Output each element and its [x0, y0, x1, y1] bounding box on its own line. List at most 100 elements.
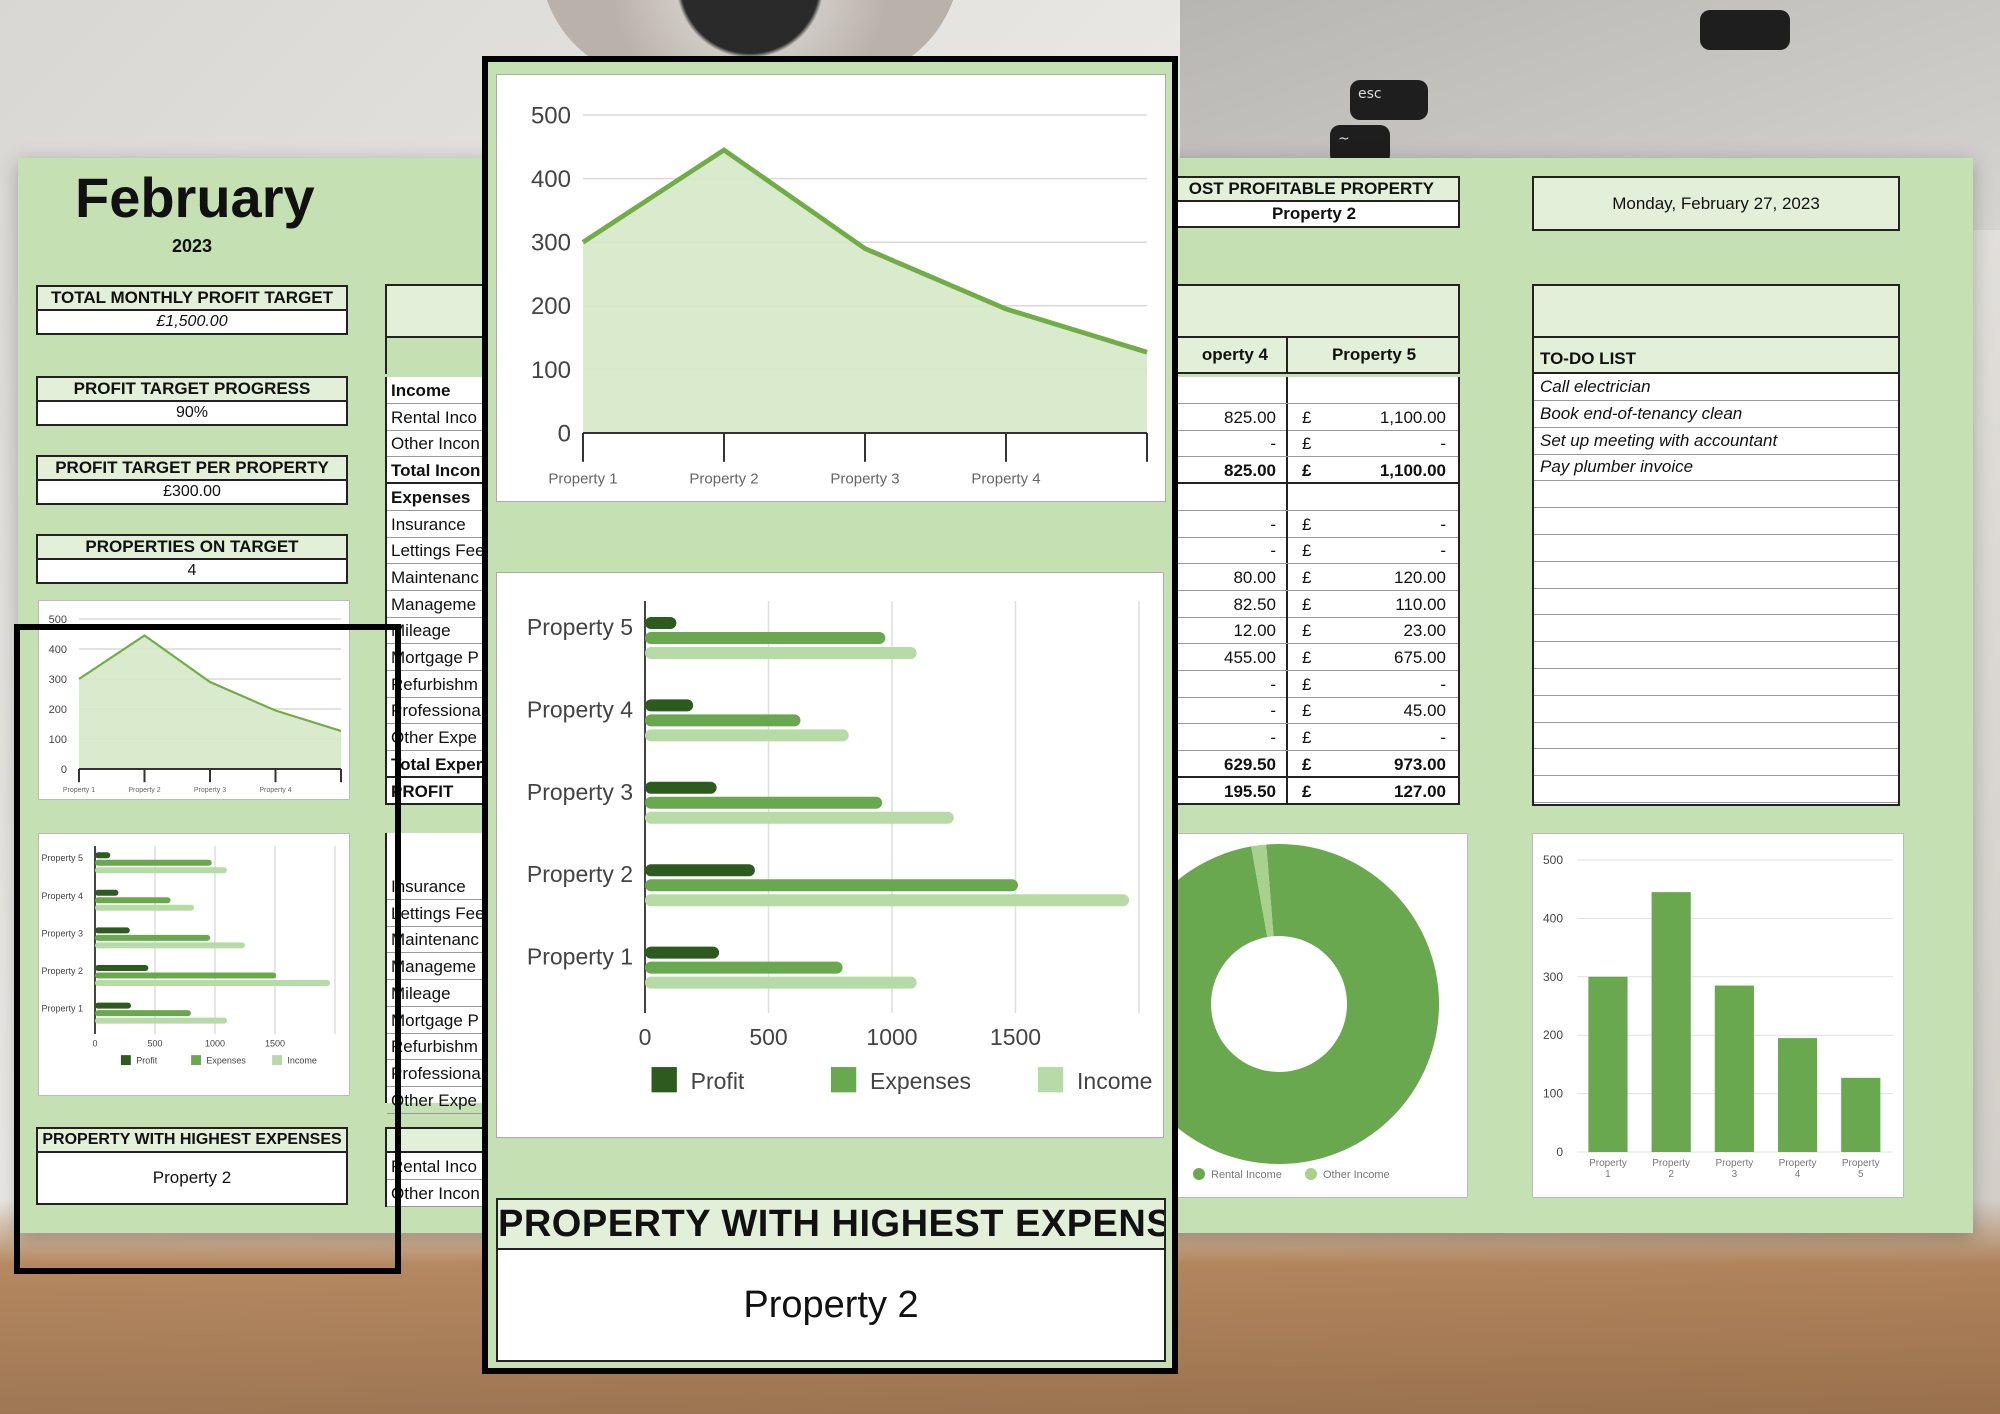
cell-property-4[interactable]: -: [1168, 430, 1288, 457]
x-tick-label: Property 3: [830, 470, 899, 487]
y-tick-label: 300: [1543, 970, 1563, 984]
table-row: 80.00 120.00 £: [1168, 563, 1458, 591]
todo-item[interactable]: [1534, 562, 1898, 589]
cell-property-4[interactable]: 825.00: [1168, 457, 1288, 483]
most-profitable-label: OST PROFITABLE PROPERTY: [1168, 176, 1460, 202]
table-row: [1168, 377, 1458, 404]
y-tick-label: 500: [531, 102, 571, 129]
table-row: 82.50 110.00 £: [1168, 590, 1458, 618]
todo-item[interactable]: [1534, 535, 1898, 562]
cell-property-5[interactable]: -: [1440, 434, 1446, 454]
cell-property-5[interactable]: [1290, 377, 1458, 403]
cell-property-5[interactable]: 110.00: [1395, 594, 1446, 614]
cell-property-5[interactable]: 973.00: [1394, 754, 1446, 774]
bottom-income-labels: Rental Inco Other Incon: [385, 1153, 485, 1207]
x-tick-label: Property: [1715, 1158, 1753, 1169]
x-tick-label: 1000: [205, 1039, 225, 1049]
kpi-value[interactable]: 90%: [36, 402, 348, 426]
cell-property-5[interactable]: 23.00: [1403, 621, 1446, 641]
todo-item[interactable]: Book end-of-tenancy clean: [1534, 401, 1898, 428]
todo-item[interactable]: Pay plumber invoice: [1534, 454, 1898, 482]
column-header-property-5[interactable]: Property 5: [1331, 345, 1417, 364]
y-tick-label: 300: [531, 230, 571, 257]
kpi-value[interactable]: Property 2: [36, 1153, 348, 1205]
x-tick-label: Property: [1652, 1158, 1690, 1169]
todo-list: Call electrician Book end-of-tenancy clea…: [1532, 374, 1900, 806]
table-row: 12.00 23.00 £: [1168, 617, 1458, 645]
kpi-value[interactable]: £300.00: [36, 481, 348, 505]
cell-property-5[interactable]: [1290, 484, 1458, 510]
currency-symbol: £: [1302, 407, 1312, 427]
x-tick-label: Property 4: [259, 787, 291, 794]
cell-property-5[interactable]: -: [1440, 541, 1446, 561]
row-label: Mileage: [387, 980, 485, 1007]
x-tick-label: 1500: [265, 1039, 285, 1049]
y-tick-label: 200: [1543, 1028, 1563, 1042]
cell-property-5[interactable]: 1,100.00: [1379, 407, 1446, 427]
bar-income: [645, 811, 954, 824]
todo-item[interactable]: Set up meeting with accountant: [1534, 428, 1898, 455]
todo-item[interactable]: [1534, 588, 1898, 616]
cell-property-5[interactable]: 127.00: [1394, 781, 1446, 801]
cell-property-4[interactable]: -: [1168, 670, 1288, 697]
bar-income: [95, 867, 227, 874]
column-chart-svg: 0100200300400500Property1Property2Proper…: [1543, 853, 1893, 1180]
currency-symbol: £: [1302, 594, 1312, 614]
y-tick-label: 500: [49, 614, 67, 626]
todo-item[interactable]: [1534, 776, 1898, 803]
cell-property-4[interactable]: 12.00: [1168, 617, 1288, 644]
todo-item[interactable]: [1534, 696, 1898, 723]
cell-property-4[interactable]: -: [1168, 697, 1288, 724]
highest-expenses-value-zoomed[interactable]: Property 2: [496, 1250, 1166, 1362]
kpi-value[interactable]: 4: [36, 560, 348, 584]
cell-property-5[interactable]: 675.00: [1394, 648, 1446, 667]
cell-property-4[interactable]: [1168, 483, 1288, 510]
todo-item[interactable]: [1534, 749, 1898, 777]
cell-property-5[interactable]: -: [1440, 728, 1446, 748]
row-label: Rental Inco: [387, 1153, 485, 1180]
cell-property-4[interactable]: 825.00: [1168, 403, 1288, 430]
legend-swatch: [191, 1055, 202, 1066]
row-label: Lettings Fee: [387, 537, 485, 565]
table-row: - - £: [1168, 670, 1458, 698]
y-tick-label: 200: [531, 293, 571, 320]
row-label: Manageme: [387, 953, 485, 981]
todo-item[interactable]: [1534, 669, 1898, 696]
cell-property-4[interactable]: 82.50: [1168, 590, 1288, 617]
area-line: [78, 634, 342, 732]
cell-property-4[interactable]: -: [1168, 537, 1288, 564]
bar-income: [95, 980, 331, 986]
row-label: Other Incon: [387, 1180, 485, 1207]
todo-item[interactable]: [1534, 481, 1898, 509]
area-fill: [79, 635, 341, 769]
y-tick-label: 400: [1543, 911, 1563, 925]
cell-property-4[interactable]: 80.00: [1168, 563, 1288, 590]
cell-property-5[interactable]: 45.00: [1403, 701, 1446, 721]
x-tick-label: Property: [1589, 1158, 1627, 1169]
legend-swatch: [272, 1055, 283, 1066]
todo-item[interactable]: [1534, 615, 1898, 643]
table-header-cell: [385, 338, 485, 374]
kpi-label: PROFIT TARGET PER PROPERTY: [36, 455, 348, 481]
cell-property-4[interactable]: [1168, 377, 1288, 403]
todo-item[interactable]: [1534, 722, 1898, 750]
most-profitable-value[interactable]: Property 2: [1168, 202, 1460, 228]
row-label: Other Incon: [387, 430, 485, 458]
cell-property-4[interactable]: 629.50: [1168, 750, 1288, 776]
column-header-property-4[interactable]: operty 4: [1168, 338, 1288, 372]
kpi-value[interactable]: £1,500.00: [36, 311, 348, 335]
cell-property-4[interactable]: 455.00: [1168, 644, 1288, 670]
cell-property-4[interactable]: -: [1168, 510, 1288, 537]
todo-item[interactable]: [1534, 508, 1898, 535]
todo-item[interactable]: Call electrician: [1534, 374, 1898, 401]
cell-property-5[interactable]: -: [1440, 674, 1446, 694]
zoomed-bar-chart: 0 500 1000 1500 Property 1 Property 2 Property…: [496, 572, 1164, 1138]
cell-property-4[interactable]: 195.50: [1168, 777, 1288, 803]
legend-swatch: [1037, 1067, 1064, 1093]
cell-property-5[interactable]: -: [1440, 514, 1446, 534]
table-row: 195.50 127.00 £: [1168, 777, 1458, 805]
cell-property-4[interactable]: -: [1168, 724, 1288, 751]
cell-property-5[interactable]: 120.00: [1394, 567, 1446, 587]
cell-property-5[interactable]: 1,100.00: [1379, 461, 1446, 481]
todo-item[interactable]: [1534, 642, 1898, 669]
